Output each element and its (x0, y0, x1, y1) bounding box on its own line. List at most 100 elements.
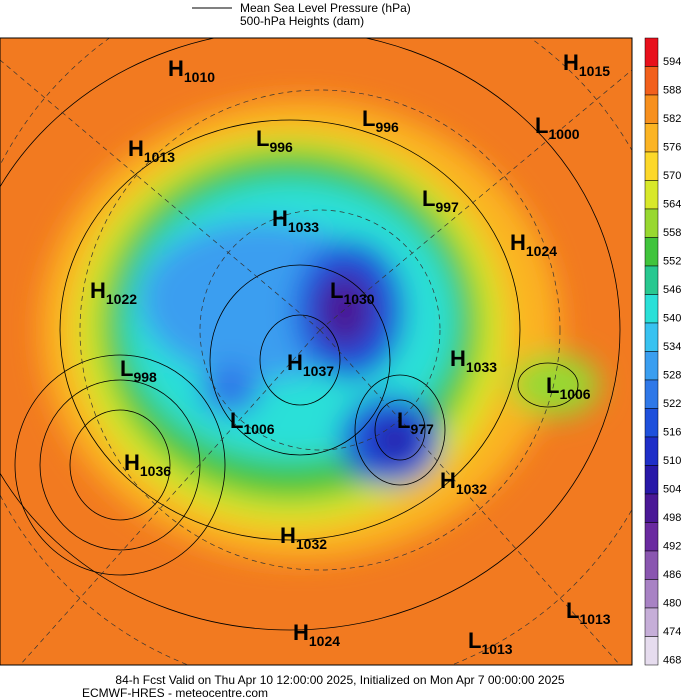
center-type: L (362, 106, 375, 131)
map-frame (0, 37, 633, 666)
colorbar-cell (644, 294, 659, 324)
center-value: 1013 (481, 641, 512, 657)
colorbar-label: 594 (663, 56, 681, 68)
center-type: L (566, 598, 579, 623)
footer-line1: 84-h Fcst Valid on Thu Apr 10 12:00:00 2… (115, 673, 565, 687)
center-type: H (124, 450, 140, 475)
footer-line2: ECMWF-HRES - meteocentre.com (82, 686, 268, 700)
center-type: H (90, 278, 106, 303)
center-value: 1006 (559, 386, 590, 402)
center-type: H (293, 620, 309, 645)
colorbar-cell (644, 379, 659, 409)
colorbar-cell (644, 322, 659, 352)
legend-pressure: Mean Sea Level Pressure (hPa) (240, 1, 411, 15)
pressure-center: H1037 (287, 350, 334, 379)
colorbar-cell (644, 208, 659, 238)
colorbar-cell (644, 180, 659, 210)
colorbar-cell (644, 37, 659, 67)
colorbar-label: 528 (663, 370, 681, 382)
center-value: 1013 (144, 149, 175, 165)
colorbar-cell (644, 265, 659, 295)
colorbar-label: 564 (663, 199, 681, 211)
colorbar-cell (644, 493, 659, 523)
center-value: 998 (133, 369, 157, 385)
center-value: 1032 (456, 481, 487, 497)
pressure-center: L1013 (468, 628, 513, 657)
pressure-center: L1030 (330, 278, 375, 307)
colorbar-label: 582 (663, 113, 681, 125)
pressure-center: L996 (256, 126, 293, 155)
pressure-center: L977 (397, 408, 434, 437)
colorbar-cell (644, 66, 659, 96)
colorbar-cell (644, 579, 659, 609)
center-value: 1033 (288, 219, 319, 235)
pressure-center: L998 (120, 356, 157, 385)
colorbar-label: 570 (663, 170, 681, 182)
pressure-center: L1000 (535, 113, 580, 142)
pressure-center: L996 (362, 106, 399, 135)
colorbar-cell (644, 607, 659, 637)
pressure-center: H1010 (168, 56, 215, 85)
pressure-center: H1022 (90, 278, 137, 307)
colorbar-label: 468 (663, 655, 681, 667)
colorbar-label: 486 (663, 569, 681, 581)
colorbar-label: 552 (663, 256, 681, 268)
center-type: L (468, 628, 481, 653)
colorbar-label: 480 (663, 598, 681, 610)
center-value: 1022 (106, 291, 137, 307)
center-type: H (440, 468, 456, 493)
center-type: H (128, 136, 144, 161)
center-value: 996 (269, 139, 293, 155)
center-type: H (272, 206, 288, 231)
center-value: 977 (410, 421, 434, 437)
center-value: 1030 (343, 291, 374, 307)
colorbar-label: 540 (663, 313, 681, 325)
colorbar-cell (644, 436, 659, 466)
colorbar-cell (644, 123, 659, 153)
colorbar-label: 492 (663, 541, 681, 553)
colorbar-label: 510 (663, 455, 681, 467)
pressure-center: H1033 (272, 206, 319, 235)
center-type: H (280, 523, 296, 548)
center-value: 997 (435, 199, 459, 215)
pressure-center: H1033 (450, 346, 497, 375)
pressure-center: H1015 (563, 50, 610, 79)
colorbar-cell (644, 636, 659, 666)
pressure-center: H1024 (293, 620, 340, 649)
colorbar-label: 474 (663, 626, 681, 638)
center-type: H (510, 230, 526, 255)
pressure-center: H1032 (280, 523, 327, 552)
colorbar-label: 498 (663, 512, 681, 524)
center-type: L (120, 356, 133, 381)
colorbar-cell (644, 408, 659, 438)
center-type: L (330, 278, 343, 303)
center-value: 1033 (466, 359, 497, 375)
colorbar-label: 534 (663, 341, 681, 353)
center-value: 1024 (526, 243, 557, 259)
center-value: 1013 (579, 611, 610, 627)
center-type: L (422, 186, 435, 211)
colorbar-cell (644, 550, 659, 580)
colorbar-cell (644, 151, 659, 181)
center-type: H (563, 50, 579, 75)
colorbar-label: 504 (663, 484, 681, 496)
colorbar-label: 588 (663, 85, 681, 97)
colorbar-cell (644, 237, 659, 267)
center-value: 1000 (548, 126, 579, 142)
colorbar-label: 522 (663, 398, 681, 410)
center-value: 996 (375, 119, 399, 135)
pressure-center: L1006 (546, 373, 591, 402)
center-type: H (287, 350, 303, 375)
colorbar-label: 516 (663, 427, 681, 439)
pressure-center: H1024 (510, 230, 557, 259)
colorbar-label: 558 (663, 227, 681, 239)
legend-heights: 500-hPa Heights (dam) (240, 14, 364, 28)
center-type: L (230, 408, 243, 433)
colorbar-cell (644, 465, 659, 495)
pressure-center: L997 (422, 186, 459, 215)
center-value: 1037 (303, 363, 334, 379)
center-value: 1036 (140, 463, 171, 479)
